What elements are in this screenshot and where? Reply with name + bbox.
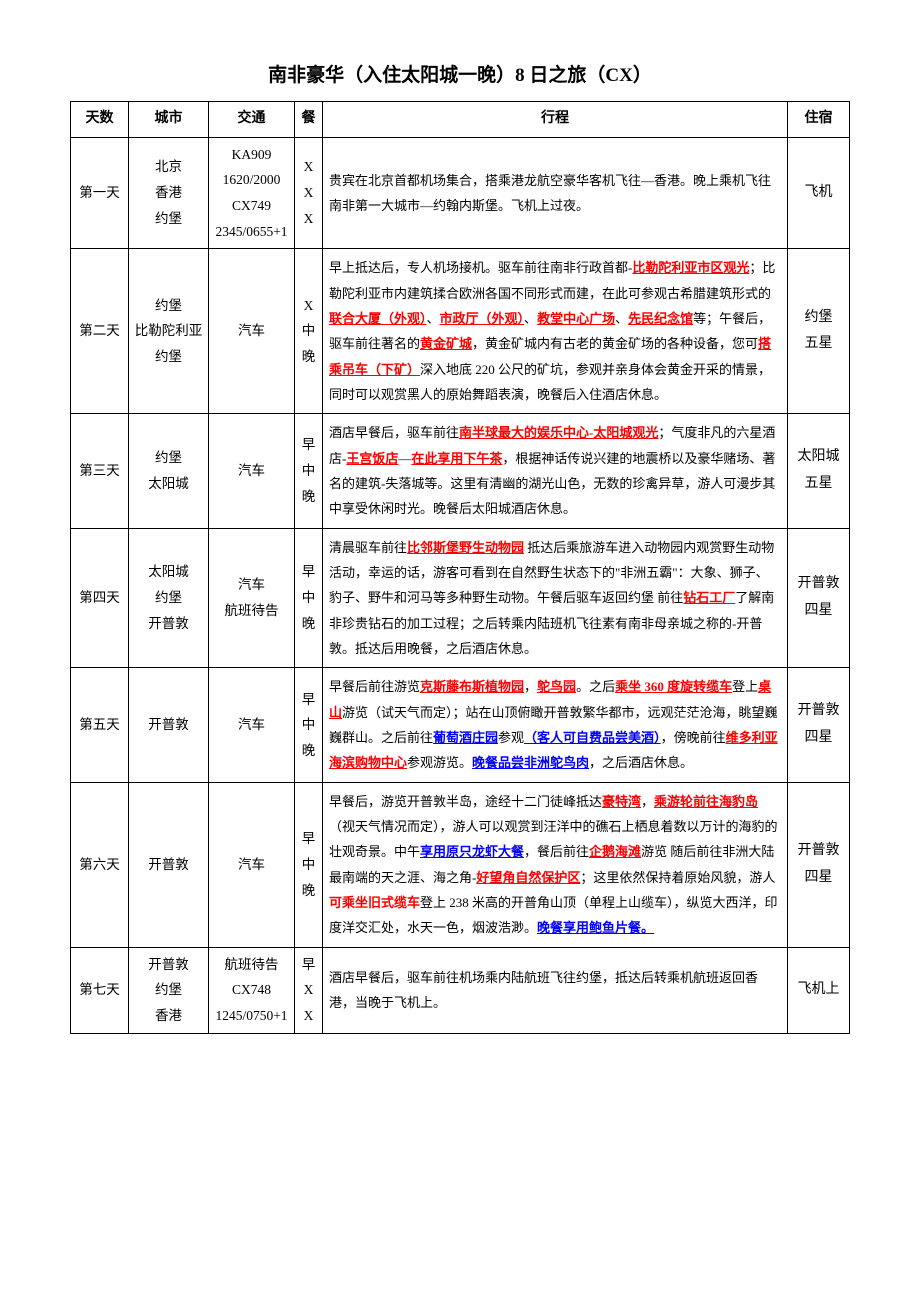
table-row: 第六天 开普敦 汽车 早中晚 早餐后，游览开普敦半岛，途经十二门徒峰抵达豪特湾，…	[71, 782, 850, 947]
col-stay: 住宿	[788, 102, 850, 138]
cell-city: 约堡比勒陀利亚约堡	[129, 249, 209, 414]
cell-desc: 早上抵达后，专人机场接机。驱车前往南非行政首都-比勒陀利亚市区观光；比勒陀利亚市…	[323, 249, 788, 414]
cell-meals: 早中晚	[295, 782, 323, 947]
cell-stay: 飞机上	[788, 947, 850, 1033]
table-header-row: 天数 城市 交通 餐 行程 住宿	[71, 102, 850, 138]
cell-meals: 早中晚	[295, 414, 323, 528]
cell-transport: 汽车	[209, 668, 295, 782]
cell-day: 第一天	[71, 137, 129, 249]
cell-transport: KA9091620/2000CX7492345/0655+1	[209, 137, 295, 249]
itinerary-table: 天数 城市 交通 餐 行程 住宿 第一天 北京香港约堡 KA9091620/20…	[70, 101, 850, 1034]
cell-transport: 汽车航班待告	[209, 528, 295, 668]
cell-stay: 太阳城五星	[788, 414, 850, 528]
table-row: 第二天 约堡比勒陀利亚约堡 汽车 X中晚 早上抵达后，专人机场接机。驱车前往南非…	[71, 249, 850, 414]
cell-transport: 汽车	[209, 249, 295, 414]
col-meal: 餐	[295, 102, 323, 138]
cell-desc: 酒店早餐后，驱车前往机场乘内陆航班飞往约堡，抵达后转乘机航班返回香港，当晚于飞机…	[323, 947, 788, 1033]
cell-day: 第五天	[71, 668, 129, 782]
cell-desc: 酒店早餐后，驱车前往南半球最大的娱乐中心-太阳城观光；气度非凡的六星酒店-王宫饭…	[323, 414, 788, 528]
cell-city: 太阳城约堡开普敦	[129, 528, 209, 668]
table-row: 第七天 开普敦约堡香港 航班待告CX7481245/0750+1 早XX 酒店早…	[71, 947, 850, 1033]
cell-desc: 早餐后，游览开普敦半岛，途经十二门徒峰抵达豪特湾，乘游轮前往海豹岛（视天气情况而…	[323, 782, 788, 947]
col-transport: 交通	[209, 102, 295, 138]
cell-transport: 航班待告CX7481245/0750+1	[209, 947, 295, 1033]
cell-day: 第六天	[71, 782, 129, 947]
cell-city: 开普敦约堡香港	[129, 947, 209, 1033]
page-title: 南非豪华（入住太阳城一晚）8 日之旅（CX）	[70, 60, 850, 87]
cell-city: 约堡太阳城	[129, 414, 209, 528]
table-row: 第五天 开普敦 汽车 早中晚 早餐后前往游览克斯藤布斯植物园，鸵鸟园。之后乘坐 …	[71, 668, 850, 782]
cell-desc: 早餐后前往游览克斯藤布斯植物园，鸵鸟园。之后乘坐 360 度旋转缆车登上桌山游览…	[323, 668, 788, 782]
cell-stay: 开普敦四星	[788, 668, 850, 782]
col-day: 天数	[71, 102, 129, 138]
cell-day: 第七天	[71, 947, 129, 1033]
cell-transport: 汽车	[209, 782, 295, 947]
cell-meals: X中晚	[295, 249, 323, 414]
cell-desc: 贵宾在北京首都机场集合，搭乘港龙航空豪华客机飞往—香港。晚上乘机飞往南非第一大城…	[323, 137, 788, 249]
cell-city: 开普敦	[129, 668, 209, 782]
cell-desc: 清晨驱车前往比邻斯堡野生动物园 抵达后乘旅游车进入动物园内观赏野生动物活动，幸运…	[323, 528, 788, 668]
col-desc: 行程	[323, 102, 788, 138]
table-row: 第四天 太阳城约堡开普敦 汽车航班待告 早中晚 清晨驱车前往比邻斯堡野生动物园 …	[71, 528, 850, 668]
cell-stay: 开普敦四星	[788, 782, 850, 947]
cell-meals: 早中晚	[295, 528, 323, 668]
cell-day: 第四天	[71, 528, 129, 668]
cell-city: 开普敦	[129, 782, 209, 947]
cell-day: 第三天	[71, 414, 129, 528]
cell-meals: XXX	[295, 137, 323, 249]
cell-meals: 早中晚	[295, 668, 323, 782]
cell-city: 北京香港约堡	[129, 137, 209, 249]
table-row: 第一天 北京香港约堡 KA9091620/2000CX7492345/0655+…	[71, 137, 850, 249]
cell-meals: 早XX	[295, 947, 323, 1033]
cell-transport: 汽车	[209, 414, 295, 528]
cell-stay: 飞机	[788, 137, 850, 249]
table-row: 第三天 约堡太阳城 汽车 早中晚 酒店早餐后，驱车前往南半球最大的娱乐中心-太阳…	[71, 414, 850, 528]
col-city: 城市	[129, 102, 209, 138]
cell-day: 第二天	[71, 249, 129, 414]
cell-stay: 开普敦四星	[788, 528, 850, 668]
cell-stay: 约堡五星	[788, 249, 850, 414]
